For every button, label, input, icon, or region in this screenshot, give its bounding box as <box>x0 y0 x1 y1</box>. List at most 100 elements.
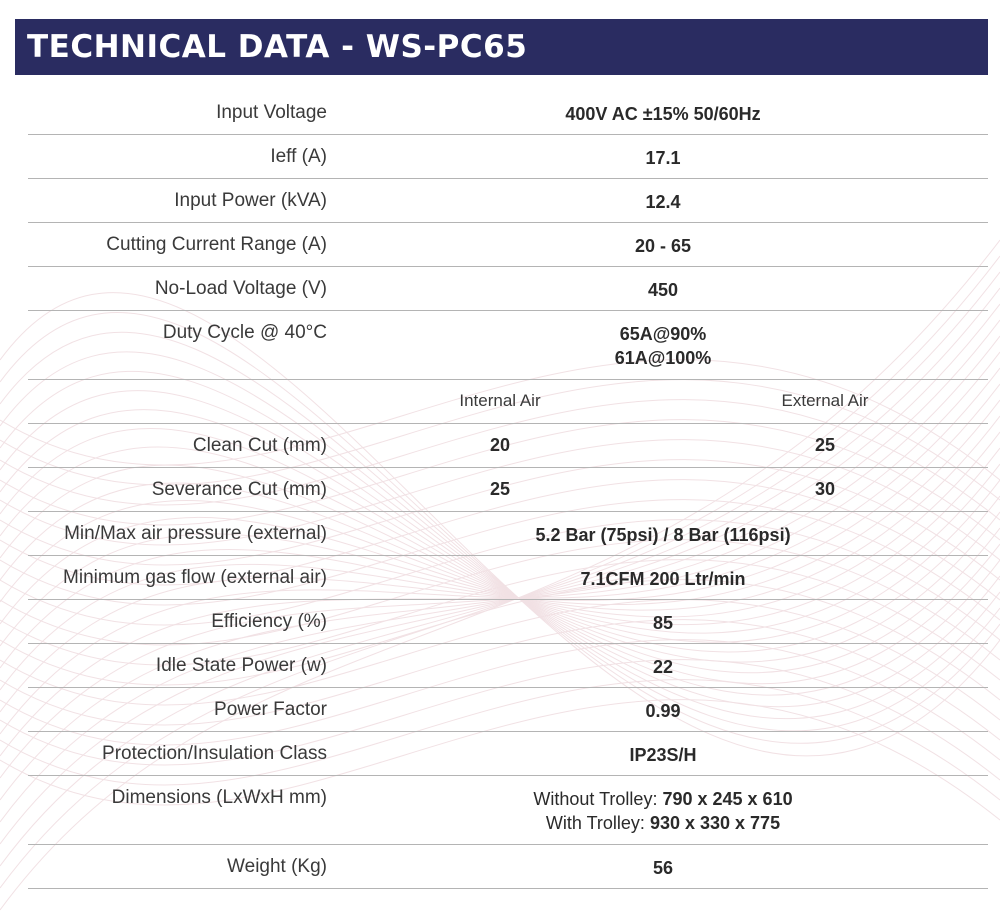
wave-line <box>0 439 1000 561</box>
wave-line <box>0 679 1000 801</box>
row-value: 450 <box>647 280 679 300</box>
wave-line <box>0 499 1000 621</box>
wave-line <box>0 287 1000 845</box>
internal-air-header: Internal Air <box>459 391 541 410</box>
row-value: 5.2 Bar (75psi) / 8 Bar (116psi) <box>535 525 791 545</box>
wave-line <box>0 419 1000 541</box>
wave-line <box>0 292 1000 757</box>
wave-line <box>0 579 1000 701</box>
wave-line <box>0 415 1000 669</box>
row-label: Minimum gas flow (external air) <box>63 567 327 588</box>
row-no-load-voltage: No-Load Voltage (V) 450 <box>28 267 988 311</box>
wave-line <box>0 659 1000 781</box>
row-input-power: Input Power (kVA) 12.4 <box>28 179 988 223</box>
wave-line <box>0 312 1000 744</box>
dimensions-prefix: With Trolley: <box>545 813 645 833</box>
wave-line <box>0 459 1000 581</box>
row-label: Severance Cut (mm) <box>151 479 327 500</box>
row-air-pressure: Min/Max air pressure (external) 5.2 Bar … <box>28 512 988 556</box>
row-label: Efficiency (%) <box>211 611 327 632</box>
severance-cut-internal-value: 25 <box>489 479 511 499</box>
row-value: 12.4 <box>645 192 681 212</box>
wave-line <box>0 431 1000 647</box>
row-cutting-current-range: Cutting Current Range (A) 20 - 65 <box>28 223 988 267</box>
wave-line <box>0 370 1000 708</box>
row-efficiency: Efficiency (%) 85 <box>28 600 988 644</box>
row-weight: Weight (Kg) 56 <box>28 845 988 889</box>
row-power-factor: Power Factor 0.99 <box>28 688 988 732</box>
row-value: 22 <box>652 657 674 677</box>
row-air-header: Internal Air External Air <box>28 380 988 424</box>
row-label: Dimensions (LxWxH mm) <box>111 787 327 808</box>
wave-line <box>0 383 1000 713</box>
row-label: Input Voltage <box>216 102 327 123</box>
row-label: Ieff (A) <box>270 146 327 167</box>
wave-line <box>0 479 1000 643</box>
row-label: Cutting Current Range (A) <box>106 234 327 255</box>
row-label: No-Load Voltage (V) <box>154 278 327 299</box>
wave-line <box>0 427 1000 674</box>
row-duty-cycle: Duty Cycle @ 40°C 65A@90% 61A@100% <box>28 311 988 380</box>
row-dimensions: Dimensions (LxWxH mm) Without Trolley: 7… <box>28 776 988 845</box>
wave-line <box>0 390 1000 696</box>
row-value: 85 <box>652 613 674 633</box>
row-label: Power Factor <box>214 699 327 720</box>
external-air-header: External Air <box>781 391 869 410</box>
row-value: 7.1CFM 200 Ltr/min <box>580 569 746 589</box>
row-idle-power: Idle State Power (w) 22 <box>28 644 988 688</box>
row-label: Weight (Kg) <box>227 856 327 877</box>
row-label: Protection/Insulation Class <box>102 743 327 764</box>
row-ieff: Ieff (A) 17.1 <box>28 135 988 179</box>
row-protection-class: Protection/Insulation Class IP23S/H <box>28 732 988 776</box>
title-bar: TECHNICAL DATA - WS-PC65 <box>15 19 988 75</box>
wave-line <box>0 271 1000 867</box>
row-value: 400V AC ±15% 50/60Hz <box>565 104 761 124</box>
wave-line <box>0 464 1000 653</box>
row-value: 0.99 <box>645 701 681 721</box>
wave-line <box>0 599 1000 721</box>
wave-line <box>0 303 1000 823</box>
duty-cycle-line-2: 61A@100% <box>614 348 712 368</box>
row-value: 56 <box>652 858 674 878</box>
row-label: Duty Cycle @ 40°C <box>162 322 327 343</box>
dimensions-line-1: Without Trolley: 790 x 245 x 610 <box>413 787 913 811</box>
clean-cut-internal-value: 20 <box>489 435 511 455</box>
row-gas-flow: Minimum gas flow (external air) 7.1CFM 2… <box>28 556 988 600</box>
wave-line <box>0 359 1000 481</box>
row-label: Input Power (kVA) <box>174 190 327 211</box>
row-label: Clean Cut (mm) <box>192 435 327 456</box>
wave-line <box>0 519 1000 641</box>
wave-line <box>0 399 1000 691</box>
row-label: Min/Max air pressure (external) <box>64 523 327 544</box>
severance-cut-external-value: 30 <box>814 479 836 499</box>
page-title: TECHNICAL DATA - WS-PC65 <box>27 29 528 65</box>
row-input-voltage: Input Voltage 400V AC ±15% 50/60Hz <box>28 91 988 135</box>
wave-line <box>0 351 1000 720</box>
wave-line <box>0 479 1000 601</box>
wave-line <box>0 367 1000 735</box>
row-value: IP23S/H <box>629 745 697 765</box>
row-clean-cut: Clean Cut (mm) 20 25 <box>28 424 988 468</box>
clean-cut-external-value: 25 <box>814 435 836 455</box>
duty-cycle-line-1: 65A@90% <box>619 324 707 344</box>
wave-line <box>0 409 1000 685</box>
wave-line <box>0 639 1000 761</box>
wave-line <box>0 559 1000 681</box>
row-severance-cut: Severance Cut (mm) 25 30 <box>28 468 988 512</box>
row-value: 17.1 <box>645 148 681 168</box>
dimensions-line-2: With Trolley: 930 x 330 x 775 <box>413 811 913 835</box>
row-value: 65A@90% 61A@100% <box>413 322 913 370</box>
dimensions-value: 930 x 330 x 775 <box>649 813 781 833</box>
wave-line <box>0 335 1000 779</box>
dimensions-value: 790 x 245 x 610 <box>662 789 793 809</box>
wave-line <box>0 447 1000 626</box>
wave-line <box>0 379 1000 501</box>
wave-line <box>0 239 1000 911</box>
spec-table: Input Voltage 400V AC ±15% 50/60Hz Ieff … <box>28 91 988 889</box>
row-value: Without Trolley: 790 x 245 x 610 With Tr… <box>413 787 913 835</box>
row-label: Idle State Power (w) <box>155 655 327 676</box>
row-value: 20 - 65 <box>634 236 692 256</box>
dimensions-prefix: Without Trolley: <box>533 789 658 809</box>
wave-line <box>0 699 1000 821</box>
